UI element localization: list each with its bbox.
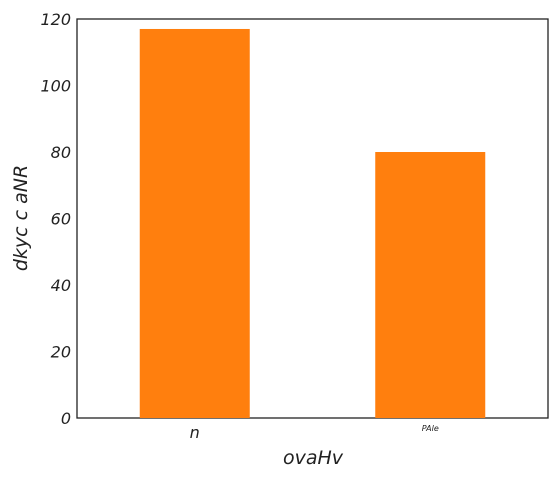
y-tick-label-3: 60 — [51, 210, 71, 229]
y-axis-title: dkyc c aNR — [10, 165, 32, 271]
y-tick-labels: 0 20 40 60 80 100 120 — [40, 10, 71, 428]
bars-group — [139, 28, 486, 418]
y-tick-label-5: 100 — [40, 77, 71, 96]
x-tick-label-0: n — [190, 423, 200, 442]
x-tick-label-1: PAle — [422, 424, 439, 433]
bar-0 — [139, 28, 250, 418]
y-tick-label-1: 20 — [51, 343, 71, 362]
y-tick-label-0: 0 — [61, 409, 71, 428]
y-tick-label-6: 120 — [40, 10, 71, 29]
y-tick-label-2: 40 — [51, 276, 71, 295]
y-tick-label-4: 80 — [51, 143, 71, 162]
x-axis-title: ovaHv — [283, 447, 344, 469]
bar-1 — [375, 152, 486, 418]
x-tick-labels: n PAle — [190, 423, 439, 442]
